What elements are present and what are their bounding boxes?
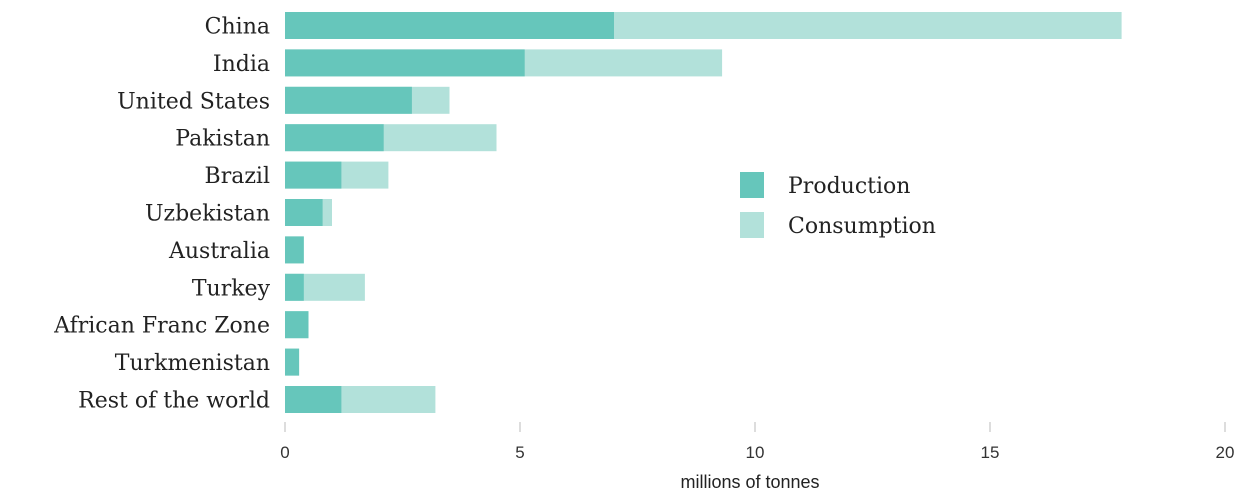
category-label-india: India [213,52,270,77]
bar-production-china [285,12,614,39]
bar-production-uzbekistan [285,199,323,226]
bar-production-african-franc-zone [285,311,309,339]
category-label-china: China [205,15,270,40]
x-tick-label-10: 10 [746,443,765,462]
x-tick-label-0: 0 [280,443,289,462]
category-label-rest-of-the-world: Rest of the world [78,389,270,414]
bar-production-united-states [285,86,412,114]
legend-label-consumption: Consumption [788,214,936,239]
category-label-turkey: Turkey [192,276,271,301]
legend-swatch-consumption [740,212,764,238]
category-label-australia: Australia [168,239,270,264]
category-label-brazil: Brazil [205,164,270,189]
legend: Production Consumption [740,172,936,239]
x-tick-label-15: 15 [981,443,1000,462]
category-label-turkmenistan: Turkmenistan [115,351,270,376]
x-axis-title: millions of tonnes [680,472,819,492]
bar-production-turkmenistan [285,348,300,376]
bar-production-brazil [285,161,342,189]
category-label-african-franc-zone: African Franc Zone [53,314,270,339]
bar-production-australia [285,236,304,264]
bar-production-india [285,49,525,77]
bar-production-turkey [285,273,304,301]
bar-production-pakistan [285,124,384,152]
category-label-pakistan: Pakistan [175,127,270,152]
bar-production-rest-of-the-world [285,386,342,413]
category-labels: China India United States Pakistan Brazil Uzb… [53,15,270,414]
bars-group [285,12,1122,413]
x-axis: 0 5 10 15 20 [280,422,1234,462]
legend-label-production: Production [788,174,910,199]
x-tick-label-5: 5 [515,443,524,462]
x-tick-label-20: 20 [1216,443,1235,462]
category-label-uzbekistan: Uzbekistan [145,202,270,227]
legend-swatch-production [740,172,764,198]
category-label-united-states: United States [117,89,270,114]
